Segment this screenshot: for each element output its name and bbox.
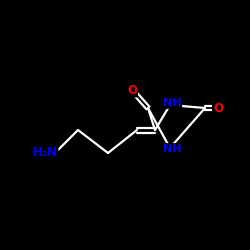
Text: O: O bbox=[127, 84, 137, 96]
Text: NH: NH bbox=[163, 98, 181, 108]
Text: NH: NH bbox=[163, 144, 181, 154]
Text: H₂N: H₂N bbox=[32, 146, 58, 158]
Text: O: O bbox=[213, 102, 223, 114]
